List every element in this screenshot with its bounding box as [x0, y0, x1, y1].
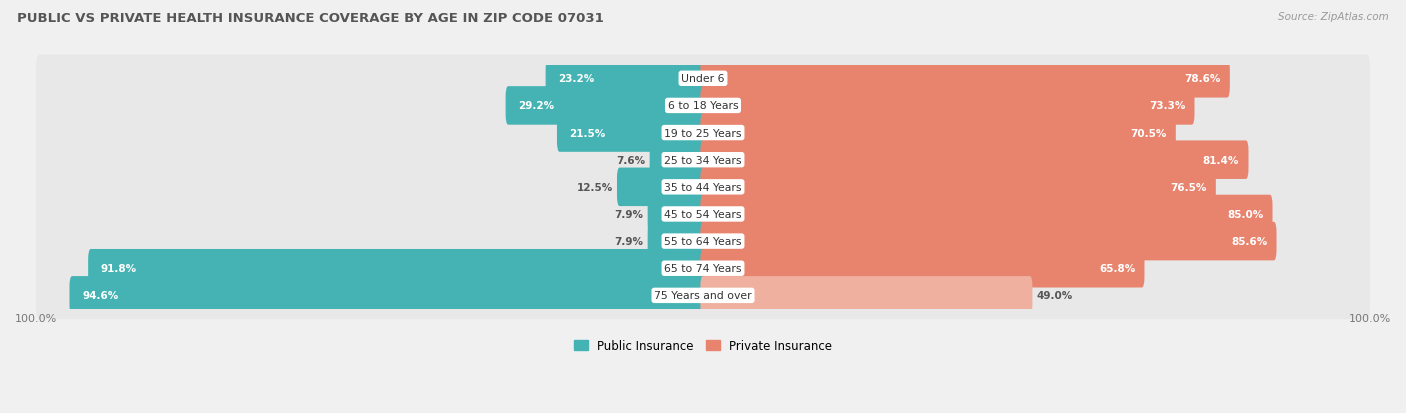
- Text: 49.0%: 49.0%: [1036, 291, 1073, 301]
- FancyBboxPatch shape: [700, 276, 1032, 315]
- FancyBboxPatch shape: [700, 114, 1175, 152]
- FancyBboxPatch shape: [617, 168, 706, 206]
- FancyBboxPatch shape: [700, 195, 1272, 234]
- Text: 19 to 25 Years: 19 to 25 Years: [664, 128, 742, 138]
- FancyBboxPatch shape: [37, 245, 1369, 292]
- Text: 7.9%: 7.9%: [614, 237, 644, 247]
- Legend: Public Insurance, Private Insurance: Public Insurance, Private Insurance: [569, 335, 837, 357]
- FancyBboxPatch shape: [69, 276, 706, 315]
- Text: 29.2%: 29.2%: [519, 101, 554, 111]
- FancyBboxPatch shape: [89, 249, 706, 288]
- Text: 65.8%: 65.8%: [1099, 263, 1135, 273]
- Text: 7.6%: 7.6%: [616, 155, 645, 165]
- FancyBboxPatch shape: [546, 60, 706, 98]
- Text: 73.3%: 73.3%: [1149, 101, 1185, 111]
- FancyBboxPatch shape: [648, 195, 706, 234]
- FancyBboxPatch shape: [650, 141, 706, 180]
- Text: 78.6%: 78.6%: [1184, 74, 1220, 84]
- Text: 94.6%: 94.6%: [82, 291, 118, 301]
- Text: 85.6%: 85.6%: [1230, 237, 1267, 247]
- Text: 25 to 34 Years: 25 to 34 Years: [664, 155, 742, 165]
- Text: 7.9%: 7.9%: [614, 209, 644, 219]
- FancyBboxPatch shape: [37, 136, 1369, 184]
- Text: PUBLIC VS PRIVATE HEALTH INSURANCE COVERAGE BY AGE IN ZIP CODE 07031: PUBLIC VS PRIVATE HEALTH INSURANCE COVER…: [17, 12, 603, 25]
- Text: 75 Years and over: 75 Years and over: [654, 291, 752, 301]
- FancyBboxPatch shape: [37, 164, 1369, 211]
- FancyBboxPatch shape: [700, 222, 1277, 261]
- FancyBboxPatch shape: [700, 249, 1144, 288]
- Text: 76.5%: 76.5%: [1170, 183, 1206, 192]
- FancyBboxPatch shape: [37, 218, 1369, 265]
- FancyBboxPatch shape: [37, 82, 1369, 130]
- Text: 6 to 18 Years: 6 to 18 Years: [668, 101, 738, 111]
- FancyBboxPatch shape: [37, 109, 1369, 157]
- Text: 12.5%: 12.5%: [576, 183, 613, 192]
- Text: 35 to 44 Years: 35 to 44 Years: [664, 183, 742, 192]
- FancyBboxPatch shape: [37, 55, 1369, 103]
- Text: 45 to 54 Years: 45 to 54 Years: [664, 209, 742, 219]
- FancyBboxPatch shape: [700, 141, 1249, 180]
- Text: Under 6: Under 6: [682, 74, 724, 84]
- FancyBboxPatch shape: [700, 60, 1230, 98]
- Text: 21.5%: 21.5%: [569, 128, 606, 138]
- Text: 65 to 74 Years: 65 to 74 Years: [664, 263, 742, 273]
- Text: 81.4%: 81.4%: [1202, 155, 1239, 165]
- Text: 23.2%: 23.2%: [558, 74, 595, 84]
- Text: Source: ZipAtlas.com: Source: ZipAtlas.com: [1278, 12, 1389, 22]
- Text: 70.5%: 70.5%: [1130, 128, 1167, 138]
- Text: 85.0%: 85.0%: [1227, 209, 1263, 219]
- FancyBboxPatch shape: [700, 168, 1216, 206]
- FancyBboxPatch shape: [37, 272, 1369, 320]
- FancyBboxPatch shape: [557, 114, 706, 152]
- FancyBboxPatch shape: [648, 222, 706, 261]
- Text: 91.8%: 91.8%: [101, 263, 136, 273]
- FancyBboxPatch shape: [37, 191, 1369, 238]
- FancyBboxPatch shape: [700, 87, 1195, 126]
- FancyBboxPatch shape: [506, 87, 706, 126]
- Text: 55 to 64 Years: 55 to 64 Years: [664, 237, 742, 247]
